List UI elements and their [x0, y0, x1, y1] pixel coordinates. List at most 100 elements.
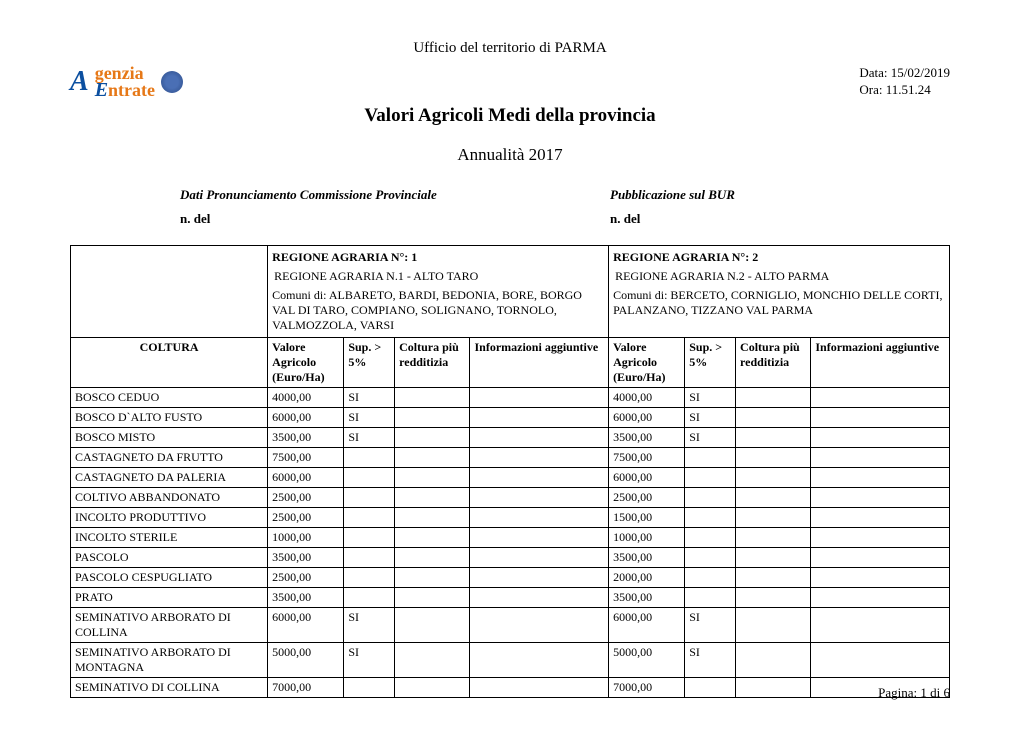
col-redditizia-2: Coltura più redditizia — [736, 338, 811, 388]
cell-sup1 — [344, 548, 395, 568]
cell-val2: 1000,00 — [609, 528, 685, 548]
cell-coltura: COLTIVO ABBANDONATO — [71, 488, 268, 508]
cell-red2 — [736, 548, 811, 568]
cell-sup2: SI — [685, 608, 736, 643]
cell-val2: 3500,00 — [609, 428, 685, 448]
table-row: INCOLTO PRODUTTIVO2500,001500,00 — [71, 508, 950, 528]
table-row: SEMINATIVO ARBORATO DI COLLINA6000,00SI6… — [71, 608, 950, 643]
office-header: Ufficio del territorio di PARMA — [70, 40, 950, 57]
cell-red1 — [395, 488, 470, 508]
cell-red1 — [395, 408, 470, 428]
agency-logo: A genzia Entrate — [70, 65, 183, 99]
cell-coltura: CASTAGNETO DA PALERIA — [71, 468, 268, 488]
cell-info2 — [811, 528, 950, 548]
meta-left-sub: n. del — [180, 211, 610, 227]
cell-val1: 3500,00 — [268, 428, 344, 448]
cell-val1: 6000,00 — [268, 608, 344, 643]
cell-coltura: BOSCO CEDUO — [71, 388, 268, 408]
cell-val1: 2500,00 — [268, 568, 344, 588]
cell-red1 — [395, 468, 470, 488]
cell-sup1 — [344, 448, 395, 468]
cell-sup2 — [685, 448, 736, 468]
cell-info2 — [811, 388, 950, 408]
cell-coltura: PRATO — [71, 588, 268, 608]
logo-letter-icon: A — [70, 66, 89, 98]
cell-sup2 — [685, 508, 736, 528]
cell-info1 — [470, 428, 609, 448]
region1-name: REGIONE AGRARIA N.1 - ALTO TARO — [268, 267, 609, 286]
cell-info2 — [811, 488, 950, 508]
table-row: COLTIVO ABBANDONATO2500,002500,00 — [71, 488, 950, 508]
table-row: PASCOLO3500,003500,00 — [71, 548, 950, 568]
cell-sup2: SI — [685, 388, 736, 408]
col-valore-1: Valore Agricolo (Euro/Ha) — [268, 338, 344, 388]
cell-sup1 — [344, 488, 395, 508]
table-row: BOSCO CEDUO4000,00SI4000,00SI — [71, 388, 950, 408]
cell-red2 — [736, 588, 811, 608]
cell-info1 — [470, 588, 609, 608]
cell-info1 — [470, 488, 609, 508]
cell-sup2 — [685, 568, 736, 588]
logo-line2: ntrate — [108, 80, 155, 100]
cell-val2: 7500,00 — [609, 448, 685, 468]
cell-info2 — [811, 608, 950, 643]
cell-val2: 3500,00 — [609, 588, 685, 608]
cell-info2 — [811, 468, 950, 488]
cell-red1 — [395, 528, 470, 548]
cell-coltura: CASTAGNETO DA FRUTTO — [71, 448, 268, 468]
cell-red2 — [736, 468, 811, 488]
cell-info1 — [470, 508, 609, 528]
cell-info1 — [470, 468, 609, 488]
cell-info2 — [811, 588, 950, 608]
cell-red2 — [736, 488, 811, 508]
cell-red1 — [395, 588, 470, 608]
cell-val2: 4000,00 — [609, 388, 685, 408]
cell-red2 — [736, 678, 811, 698]
cell-info1 — [470, 568, 609, 588]
cell-info2 — [811, 448, 950, 468]
cell-val1: 7500,00 — [268, 448, 344, 468]
table-row: SEMINATIVO ARBORATO DI MONTAGNA5000,00SI… — [71, 643, 950, 678]
cell-sup2 — [685, 548, 736, 568]
cell-red2 — [736, 428, 811, 448]
cell-info2 — [811, 568, 950, 588]
col-info-1: Informazioni aggiuntive — [470, 338, 609, 388]
cell-coltura: PASCOLO CESPUGLIATO — [71, 568, 268, 588]
table-row: BOSCO MISTO3500,00SI3500,00SI — [71, 428, 950, 448]
cell-coltura: SEMINATIVO DI COLLINA — [71, 678, 268, 698]
table-row: CASTAGNETO DA PALERIA6000,006000,00 — [71, 468, 950, 488]
cell-sup2 — [685, 678, 736, 698]
cell-sup1 — [344, 568, 395, 588]
cell-val2: 3500,00 — [609, 548, 685, 568]
cell-val1: 5000,00 — [268, 643, 344, 678]
cell-info1 — [470, 678, 609, 698]
cell-sup1: SI — [344, 408, 395, 428]
cell-red1 — [395, 678, 470, 698]
time-label: Ora: 11.51.24 — [859, 82, 950, 99]
cell-sup1 — [344, 468, 395, 488]
cell-red1 — [395, 448, 470, 468]
table-row: PASCOLO CESPUGLIATO2500,00 2000,00 — [71, 568, 950, 588]
cell-sup2: SI — [685, 408, 736, 428]
cell-info2 — [811, 548, 950, 568]
cell-red2 — [736, 508, 811, 528]
cell-val1: 2500,00 — [268, 508, 344, 528]
cell-info2 — [811, 408, 950, 428]
meta-bur-label: Pubblicazione sul BUR — [610, 187, 735, 203]
region2-num: REGIONE AGRARIA N°: 2 — [609, 246, 950, 268]
cell-info2 — [811, 428, 950, 448]
cell-coltura: INCOLTO STERILE — [71, 528, 268, 548]
cell-val1: 1000,00 — [268, 528, 344, 548]
cell-val2: 2000,00 — [609, 568, 685, 588]
cell-info1 — [470, 643, 609, 678]
cell-sup2: SI — [685, 428, 736, 448]
cell-red2 — [736, 643, 811, 678]
col-redditizia-1: Coltura più redditizia — [395, 338, 470, 388]
cell-val1: 6000,00 — [268, 408, 344, 428]
state-emblem-icon — [161, 71, 183, 93]
col-valore-2: Valore Agricolo (Euro/Ha) — [609, 338, 685, 388]
cell-val1: 6000,00 — [268, 468, 344, 488]
page-title: Valori Agricoli Medi della provincia — [70, 105, 950, 127]
col-info-2: Informazioni aggiuntive — [811, 338, 950, 388]
cell-sup2 — [685, 488, 736, 508]
